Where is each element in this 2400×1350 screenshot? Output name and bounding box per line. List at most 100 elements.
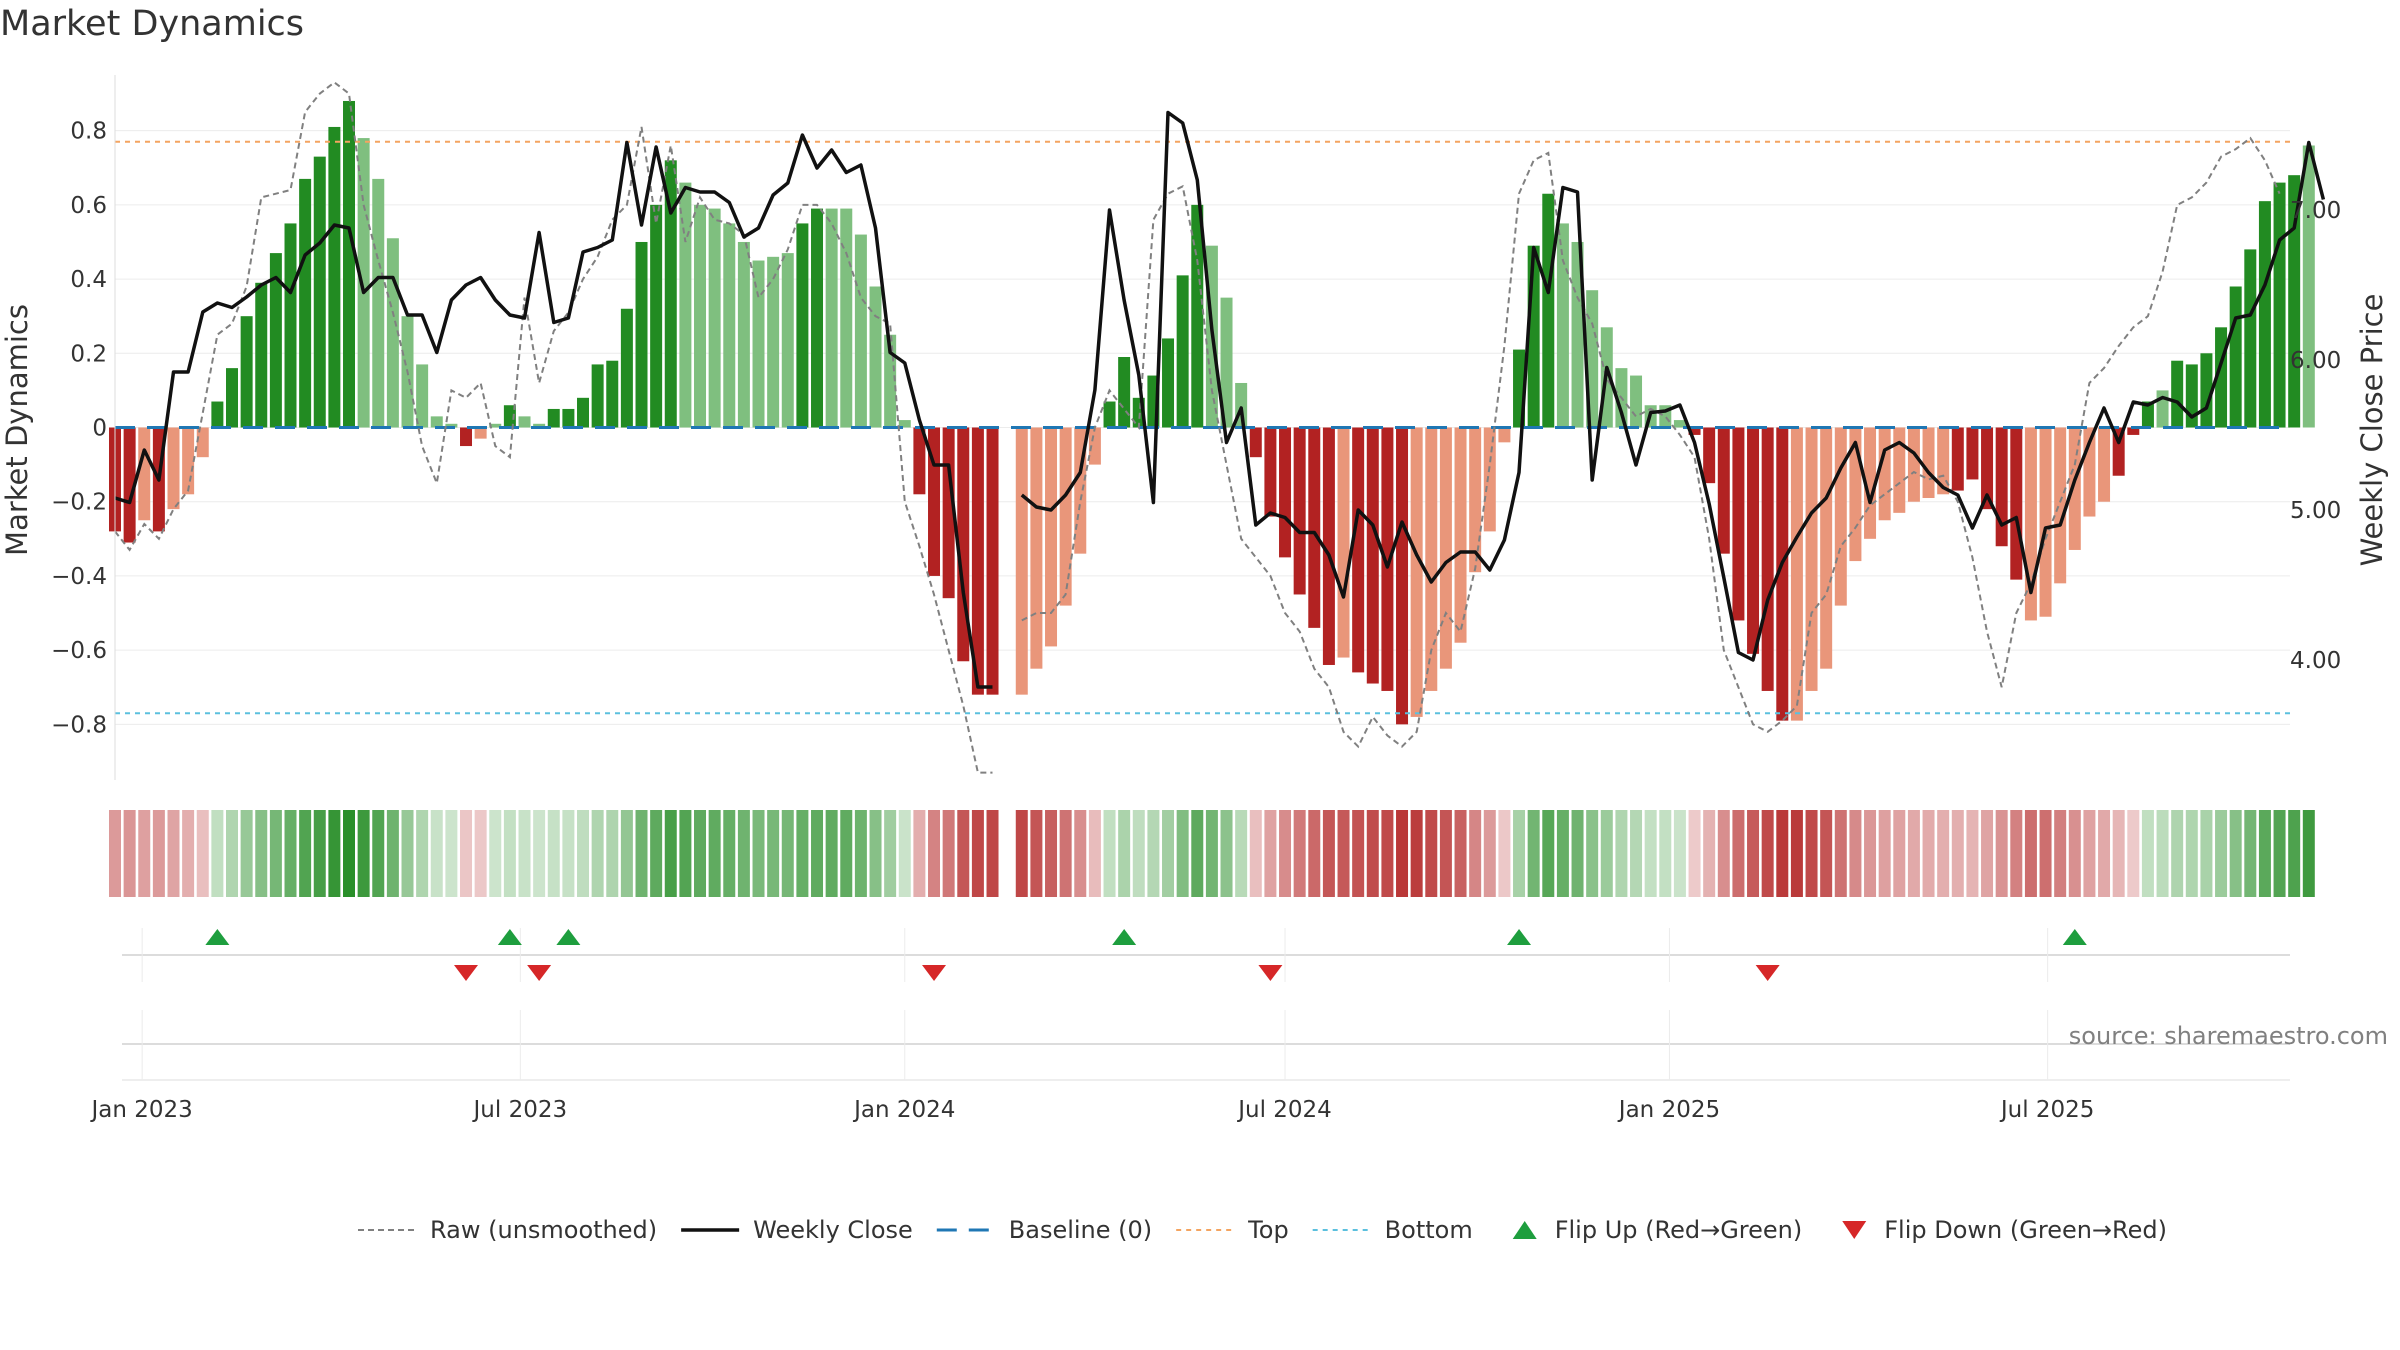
dynamics-bar — [2098, 427, 2111, 502]
regime-cell — [737, 810, 750, 897]
flip-up-marker — [1507, 929, 1532, 945]
raw-line — [1021, 136, 2281, 749]
regime-cell — [226, 810, 238, 897]
y-tick-label-left: 0 — [92, 416, 107, 442]
regime-cell — [898, 810, 911, 897]
regime-cell — [854, 810, 867, 897]
dynamics-bar — [1820, 427, 1833, 669]
dynamics-bar — [1074, 427, 1087, 554]
dynamics-bar — [781, 253, 794, 428]
dynamics-bar — [328, 126, 341, 428]
regime-cell — [1439, 810, 1452, 897]
dynamics-bar — [1381, 427, 1394, 691]
flip-down-marker — [1755, 965, 1780, 981]
regime-cell — [2054, 810, 2067, 897]
dynamics-bar — [1586, 290, 1599, 428]
regime-cell — [811, 810, 824, 897]
dynamics-bar — [1162, 338, 1175, 428]
regime-cell — [1688, 810, 1701, 897]
dynamics-bar — [1717, 427, 1730, 554]
dynamics-bar — [606, 360, 619, 428]
dynamics-bar — [313, 156, 326, 428]
dynamics-bar — [372, 178, 385, 428]
dynamics-bar — [1249, 427, 1262, 458]
dynamics-bar — [474, 427, 487, 439]
legend: Raw (unsmoothed) Weekly Close Baseline (0)… — [358, 1216, 2167, 1244]
dynamics-bar — [1410, 427, 1423, 717]
dynamics-bar — [226, 368, 238, 428]
regime-cell — [796, 810, 809, 897]
dynamics-bar — [1571, 241, 1584, 428]
dynamics-bar — [650, 204, 663, 428]
regime-cell — [1615, 810, 1628, 897]
regime-cell — [2156, 810, 2169, 897]
dynamics-bar — [1542, 193, 1555, 428]
regime-cell — [971, 810, 984, 897]
dynamics-bar — [1220, 297, 1233, 428]
regime-cell — [869, 810, 882, 897]
dynamics-bar — [1834, 427, 1847, 606]
regime-cell — [1015, 810, 1028, 897]
dynamics-bar — [811, 208, 824, 428]
dynamics-bar — [1235, 382, 1248, 428]
dynamics-bar — [840, 208, 853, 428]
dynamics-bar — [167, 427, 180, 510]
dynamics-bar — [591, 364, 604, 428]
dynamics-bar — [884, 334, 897, 428]
dynamics-bar — [2273, 182, 2286, 428]
legend-label: Raw (unsmoothed) — [430, 1216, 657, 1244]
dynamics-bar — [284, 223, 297, 428]
dynamics-bar — [1279, 427, 1292, 558]
y-tick-label-left: 0.6 — [70, 193, 107, 219]
dynamics-bar — [1059, 427, 1072, 606]
regime-cell — [1717, 810, 1730, 897]
dynamics-bar — [796, 223, 809, 428]
regime-cell — [2010, 810, 2023, 897]
dynamics-bar — [182, 427, 195, 495]
regime-cell — [723, 810, 736, 897]
regime-cell — [269, 810, 282, 897]
dynamics-bar — [635, 241, 648, 428]
dynamics-bar — [1688, 427, 1701, 435]
regime-cell — [1747, 810, 1760, 897]
regime-cell — [2141, 810, 2154, 897]
y-tick-label-left: 0.2 — [70, 341, 107, 367]
dynamics-bar — [2302, 145, 2315, 428]
dynamics-bar — [2024, 427, 2037, 621]
regime-cell — [1981, 810, 1994, 897]
dynamics-bar — [2039, 427, 2052, 617]
regime-cell — [1118, 810, 1131, 897]
regime-cell — [1556, 810, 1569, 897]
dynamics-bar — [533, 423, 546, 428]
y-axis-label-left: Market Dynamics — [0, 304, 34, 556]
regime-cell — [1366, 810, 1379, 897]
regime-cell — [445, 810, 458, 897]
dynamics-bar — [547, 408, 560, 428]
x-tick-label: Jan 2023 — [90, 1097, 193, 1123]
regime-cell — [1045, 810, 1058, 897]
dynamics-bar — [2185, 364, 2198, 428]
regime-cell — [1088, 810, 1101, 897]
dynamics-bar — [869, 286, 882, 428]
y-tick-label-left: 0.4 — [70, 267, 107, 293]
regime-cell — [2244, 810, 2257, 897]
y-axis-label-right: Weekly Close Price — [2355, 294, 2389, 567]
regime-cell — [1790, 810, 1803, 897]
regime-cell — [577, 810, 590, 897]
dynamics-bar — [1425, 427, 1438, 691]
regime-cell — [1907, 810, 1920, 897]
dynamics-bar — [1469, 427, 1482, 573]
regime-cell — [1761, 810, 1774, 897]
regime-cell — [2200, 810, 2213, 897]
regime-cell — [182, 810, 195, 897]
regime-cell — [2068, 810, 2081, 897]
regime-cell — [1673, 810, 1686, 897]
regime-cell — [2229, 810, 2242, 897]
dynamics-bar — [1015, 427, 1028, 695]
regime-cell — [1322, 810, 1335, 897]
regime-cell — [708, 810, 721, 897]
regime-cell — [1249, 810, 1262, 897]
regime-cell — [196, 810, 209, 897]
dynamics-bar — [913, 427, 926, 495]
dynamics-bar — [1088, 427, 1101, 465]
